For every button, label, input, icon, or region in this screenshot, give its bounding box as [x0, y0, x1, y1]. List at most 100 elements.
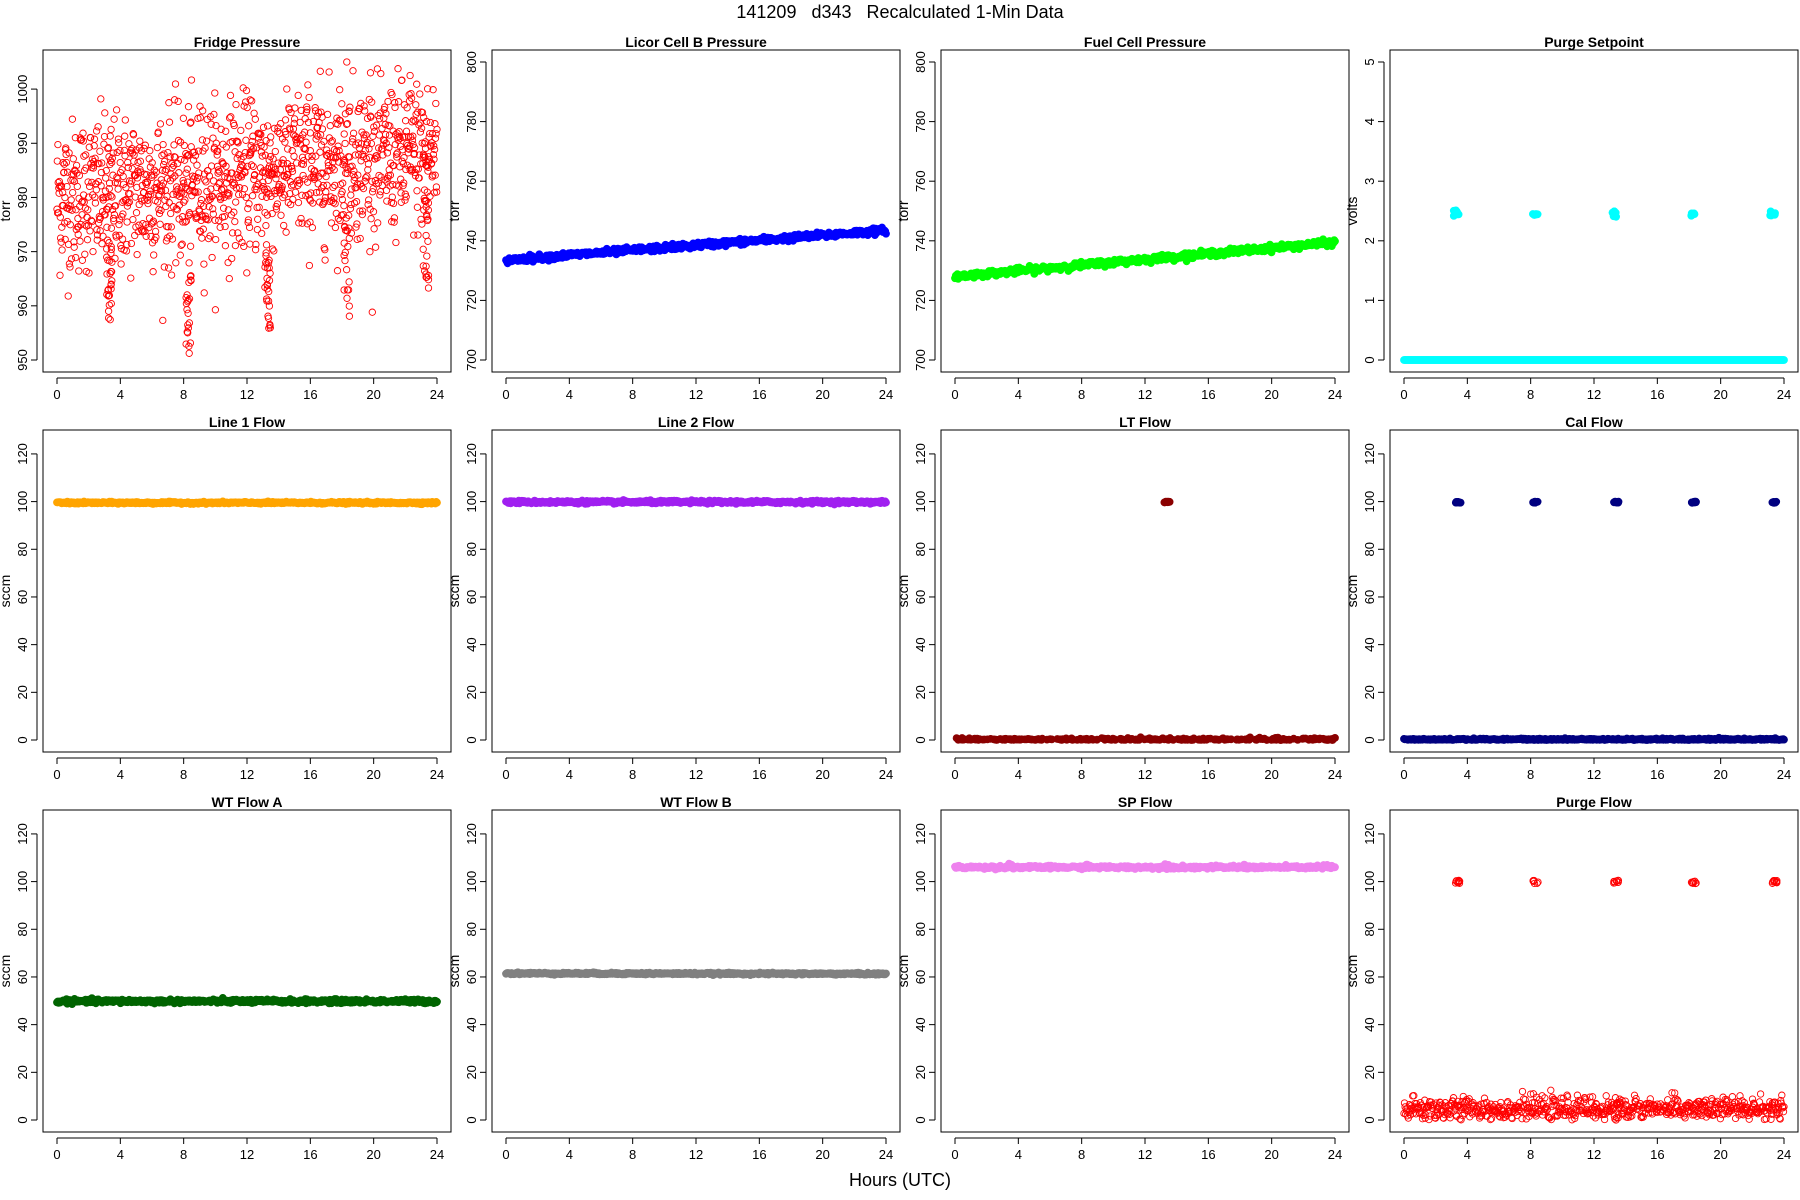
x-axis: 0 4 8 12 16 20 24	[1400, 757, 1791, 782]
data-point	[204, 167, 212, 175]
y-tick-label: 100	[913, 491, 928, 513]
data-point	[243, 269, 251, 277]
data-point	[336, 86, 344, 94]
data-point	[262, 241, 271, 249]
x-tick-label: 0	[502, 767, 509, 782]
data-point	[194, 188, 202, 196]
data-point	[173, 206, 181, 214]
data-point	[136, 137, 144, 145]
data-point	[125, 140, 133, 148]
data-point	[222, 143, 230, 151]
y-tick-label: 950	[15, 349, 30, 371]
data-point	[104, 314, 113, 322]
data-point	[1770, 209, 1779, 218]
data-series	[53, 58, 441, 357]
data-point	[190, 148, 198, 156]
data-point	[164, 148, 172, 157]
x-tick-label: 4	[117, 1147, 124, 1162]
x-tick-label: 16	[1650, 767, 1664, 782]
data-point	[107, 224, 116, 232]
data-point	[187, 76, 196, 84]
plot-frame	[1389, 429, 1799, 753]
data-point	[186, 210, 194, 219]
y-tick-label: 100	[15, 871, 30, 893]
data-point	[340, 239, 348, 247]
data-point	[181, 218, 189, 226]
y-tick-label: 980	[15, 187, 30, 209]
data-point	[150, 166, 158, 174]
x-tick-label: 16	[1201, 387, 1215, 402]
data-point	[212, 121, 220, 130]
x-tick-label: 0	[53, 1147, 60, 1162]
data-point	[1609, 212, 1618, 221]
data-point	[323, 110, 332, 119]
data-point	[61, 235, 69, 244]
data-point	[143, 178, 152, 186]
data-point	[59, 188, 67, 197]
y-tick-label: 60	[913, 590, 928, 604]
data-point	[414, 231, 422, 239]
x-tick-label: 4	[1464, 767, 1471, 782]
data-point	[198, 136, 207, 144]
data-point	[230, 208, 238, 216]
data-point	[108, 154, 116, 162]
y-tick-label: 740	[464, 230, 479, 252]
data-point	[94, 123, 102, 131]
data-point	[115, 139, 123, 147]
y-tick-label: 2	[1362, 237, 1377, 244]
data-point	[168, 163, 176, 172]
y-tick-label: 120	[1362, 443, 1377, 465]
data-point	[119, 172, 127, 181]
data-point	[114, 135, 123, 143]
data-point	[416, 90, 424, 98]
data-point	[122, 183, 130, 192]
x-tick-label: 24	[1328, 387, 1342, 402]
x-tick-label: 8	[629, 387, 636, 402]
data-point	[91, 199, 100, 207]
data-point	[225, 274, 233, 283]
x-tick-label: 0	[53, 767, 60, 782]
data-point	[178, 240, 186, 248]
data-point	[179, 176, 187, 185]
y-tick-label: 100	[15, 491, 30, 513]
x-tick-label: 20	[1264, 767, 1278, 782]
data-point	[111, 179, 119, 187]
data-point	[165, 199, 173, 207]
data-point	[66, 221, 74, 229]
data-point	[134, 167, 142, 175]
data-point	[193, 174, 202, 182]
data-point	[304, 81, 312, 89]
data-point	[172, 259, 180, 267]
data-point	[291, 104, 299, 112]
data-series	[1400, 206, 1788, 364]
data-point	[167, 170, 175, 178]
y-tick-label: 960	[15, 295, 30, 317]
x-axis: 0 4 8 12 16 20 24	[951, 377, 1342, 402]
data-point	[398, 76, 406, 84]
data-point	[73, 182, 81, 191]
x-tick-label: 16	[1201, 767, 1215, 782]
data-point	[259, 123, 268, 132]
y-tick-label: 0	[15, 736, 30, 743]
data-point	[160, 263, 168, 271]
data-point	[90, 135, 99, 143]
data-point	[160, 150, 168, 158]
data-point	[213, 151, 221, 159]
data-point	[220, 212, 229, 221]
data-point	[433, 498, 441, 507]
data-point	[172, 187, 180, 195]
figure-title: 141209 d343 Recalculated 1-Min Data	[736, 2, 1064, 22]
y-tick-label: 80	[1362, 542, 1377, 556]
data-point	[184, 212, 192, 220]
data-point	[56, 213, 64, 221]
data-point	[178, 183, 186, 192]
x-tick-label: 8	[1078, 767, 1085, 782]
data-point	[133, 250, 141, 259]
data-point	[230, 121, 238, 130]
y-tick-label: 20	[1362, 685, 1377, 699]
data-point	[377, 69, 385, 78]
data-point	[85, 182, 94, 191]
